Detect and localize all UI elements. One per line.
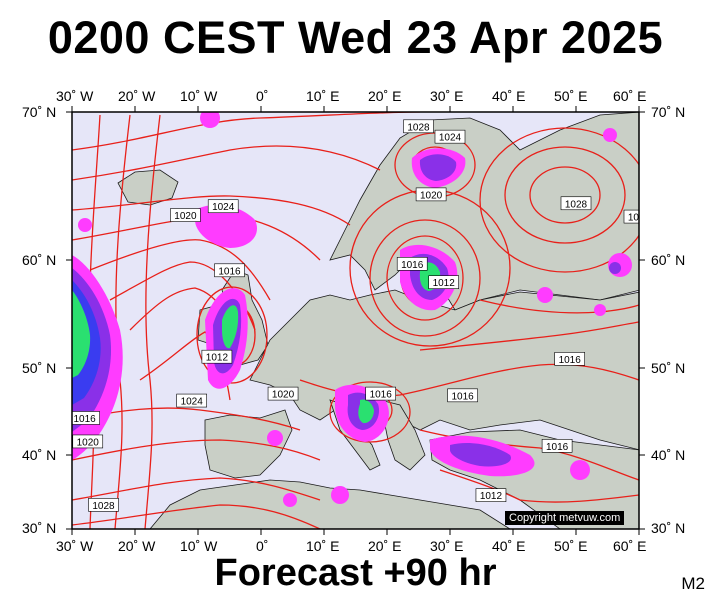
isobars xyxy=(72,112,639,529)
isobar-label-text: 1020 xyxy=(174,211,197,222)
lon-tick-top-60e: 60˚ E xyxy=(613,88,647,104)
lon-tick-top-40e: 40˚ E xyxy=(492,88,526,104)
lon-tick-top-30w: 30˚ W xyxy=(56,88,94,104)
lon-tick-top-20e: 20˚ E xyxy=(368,88,402,104)
isobar-label-text: 1016 xyxy=(559,355,582,366)
isobar-label-text: 1012 xyxy=(480,491,503,502)
lat-tick-left-70n: 70˚ N xyxy=(22,104,57,120)
forecast-label: Forecast +90 hr xyxy=(214,552,497,594)
lon-tick-bottom-40e: 40˚ E xyxy=(492,538,526,554)
isobar-label: 1012 xyxy=(201,349,233,364)
isobar-label: 1024 xyxy=(176,393,207,408)
lon-tick-bottom-10w: 10˚ W xyxy=(180,538,218,554)
lon-tick-bottom-60e: 60˚ E xyxy=(613,538,647,554)
isobar-label-text: 1024 xyxy=(628,213,651,224)
isobar-label: 1028 xyxy=(403,119,434,133)
lon-tick-bottom-20e: 20˚ E xyxy=(368,538,402,554)
lat-tick-left-50n: 50˚ N xyxy=(22,360,57,376)
isobar-label-text: 1024 xyxy=(181,397,204,408)
isobar-label: 1028 xyxy=(560,196,592,210)
isobar-label-text: 1020 xyxy=(272,390,295,401)
lat-tick-right-70n: 70˚ N xyxy=(651,104,686,120)
precipitation xyxy=(72,112,632,507)
lon-tick-top-0: 0˚ xyxy=(256,88,269,104)
isobar-label: 1016 xyxy=(72,411,100,425)
isobar-label: 1012 xyxy=(475,488,507,502)
isobar-label-text: 1024 xyxy=(439,133,462,144)
model-label: M2 xyxy=(681,574,705,593)
copyright-label: Copyright metvuw.com xyxy=(505,511,625,525)
lon-tick-top-10e: 10˚ E xyxy=(306,88,340,104)
isobar-label-text: 1016 xyxy=(73,414,96,425)
lon-tick-top-50e: 50˚ E xyxy=(554,88,588,104)
lat-tick-right-40n: 40˚ N xyxy=(651,447,686,463)
lon-tick-bottom-10e: 10˚ E xyxy=(306,538,340,554)
isobar-label-text: 1020 xyxy=(420,190,443,201)
continental-europe-landmass xyxy=(249,289,639,451)
isobar-label-text: 1024 xyxy=(212,202,235,213)
lat-tick-right-30n: 30˚ N xyxy=(651,520,686,536)
isobar-label: 1016 xyxy=(214,263,245,277)
isobar-label: 1016 xyxy=(554,352,586,366)
isobar-label-text: 1028 xyxy=(92,501,115,512)
isobar-label-text: 1016 xyxy=(370,390,393,401)
lon-tick-bottom-30w: 30˚ W xyxy=(56,538,94,554)
isobar-label: 1012 xyxy=(428,275,460,289)
lon-tick-bottom-30e: 30˚ E xyxy=(430,538,464,554)
isobar-label-text: 1012 xyxy=(206,353,229,364)
isobar-label: 1020 xyxy=(170,208,201,222)
isobar-label-text: 1016 xyxy=(546,442,569,453)
isobar-label-text: 1016 xyxy=(451,391,474,402)
lat-tick-left-40n: 40˚ N xyxy=(22,447,57,463)
tick-marks xyxy=(66,106,645,535)
isobar-label-text: 1028 xyxy=(565,199,588,210)
lat-tick-left-60n: 60˚ N xyxy=(22,252,57,268)
page-title: 0200 CEST Wed 23 Apr 2025 xyxy=(47,12,664,63)
isobar-label: 1020 xyxy=(415,187,447,201)
isobar-label-text: 1016 xyxy=(218,266,241,277)
isobar-label: 1024 xyxy=(434,129,466,144)
isobar-label: 1028 xyxy=(88,498,119,512)
iceland-landmass xyxy=(117,169,179,206)
isobar-label: 1024 xyxy=(207,199,239,213)
balkans-landmass xyxy=(379,399,426,471)
lon-tick-bottom-0: 0˚ xyxy=(256,538,269,554)
isobar-labels: 1024 1028 1028 1024 1024 1020 1020 1016 1016 1012… xyxy=(72,119,651,512)
isobar-label-text: 1016 xyxy=(401,260,424,271)
lon-tick-bottom-20w: 20˚ W xyxy=(118,538,156,554)
isobar-label: 1020 xyxy=(267,386,299,401)
lat-tick-right-60n: 60˚ N xyxy=(651,252,686,268)
isobar-label: 1016 xyxy=(447,388,478,402)
isobar-label-text: 1012 xyxy=(433,278,456,289)
lat-tick-right-50n: 50˚ N xyxy=(651,360,686,376)
lat-tick-left-30n: 30˚ N xyxy=(22,520,57,536)
lon-tick-bottom-50e: 50˚ E xyxy=(554,538,588,554)
isobar-label-text: 1028 xyxy=(407,122,430,133)
lon-tick-top-10w: 10˚ W xyxy=(180,88,218,104)
isobar-label-text: 1020 xyxy=(77,437,100,448)
lon-tick-top-30e: 30˚ E xyxy=(430,88,464,104)
map-frame xyxy=(71,111,640,530)
isobar-label: 1016 xyxy=(541,438,573,453)
isobar-label: 1024 xyxy=(623,209,651,224)
isobar-label: 1016 xyxy=(396,257,428,271)
lon-tick-top-20w: 20˚ W xyxy=(118,88,156,104)
isobar-label: 1016 xyxy=(365,386,397,401)
isobar-label: 1020 xyxy=(72,434,104,448)
